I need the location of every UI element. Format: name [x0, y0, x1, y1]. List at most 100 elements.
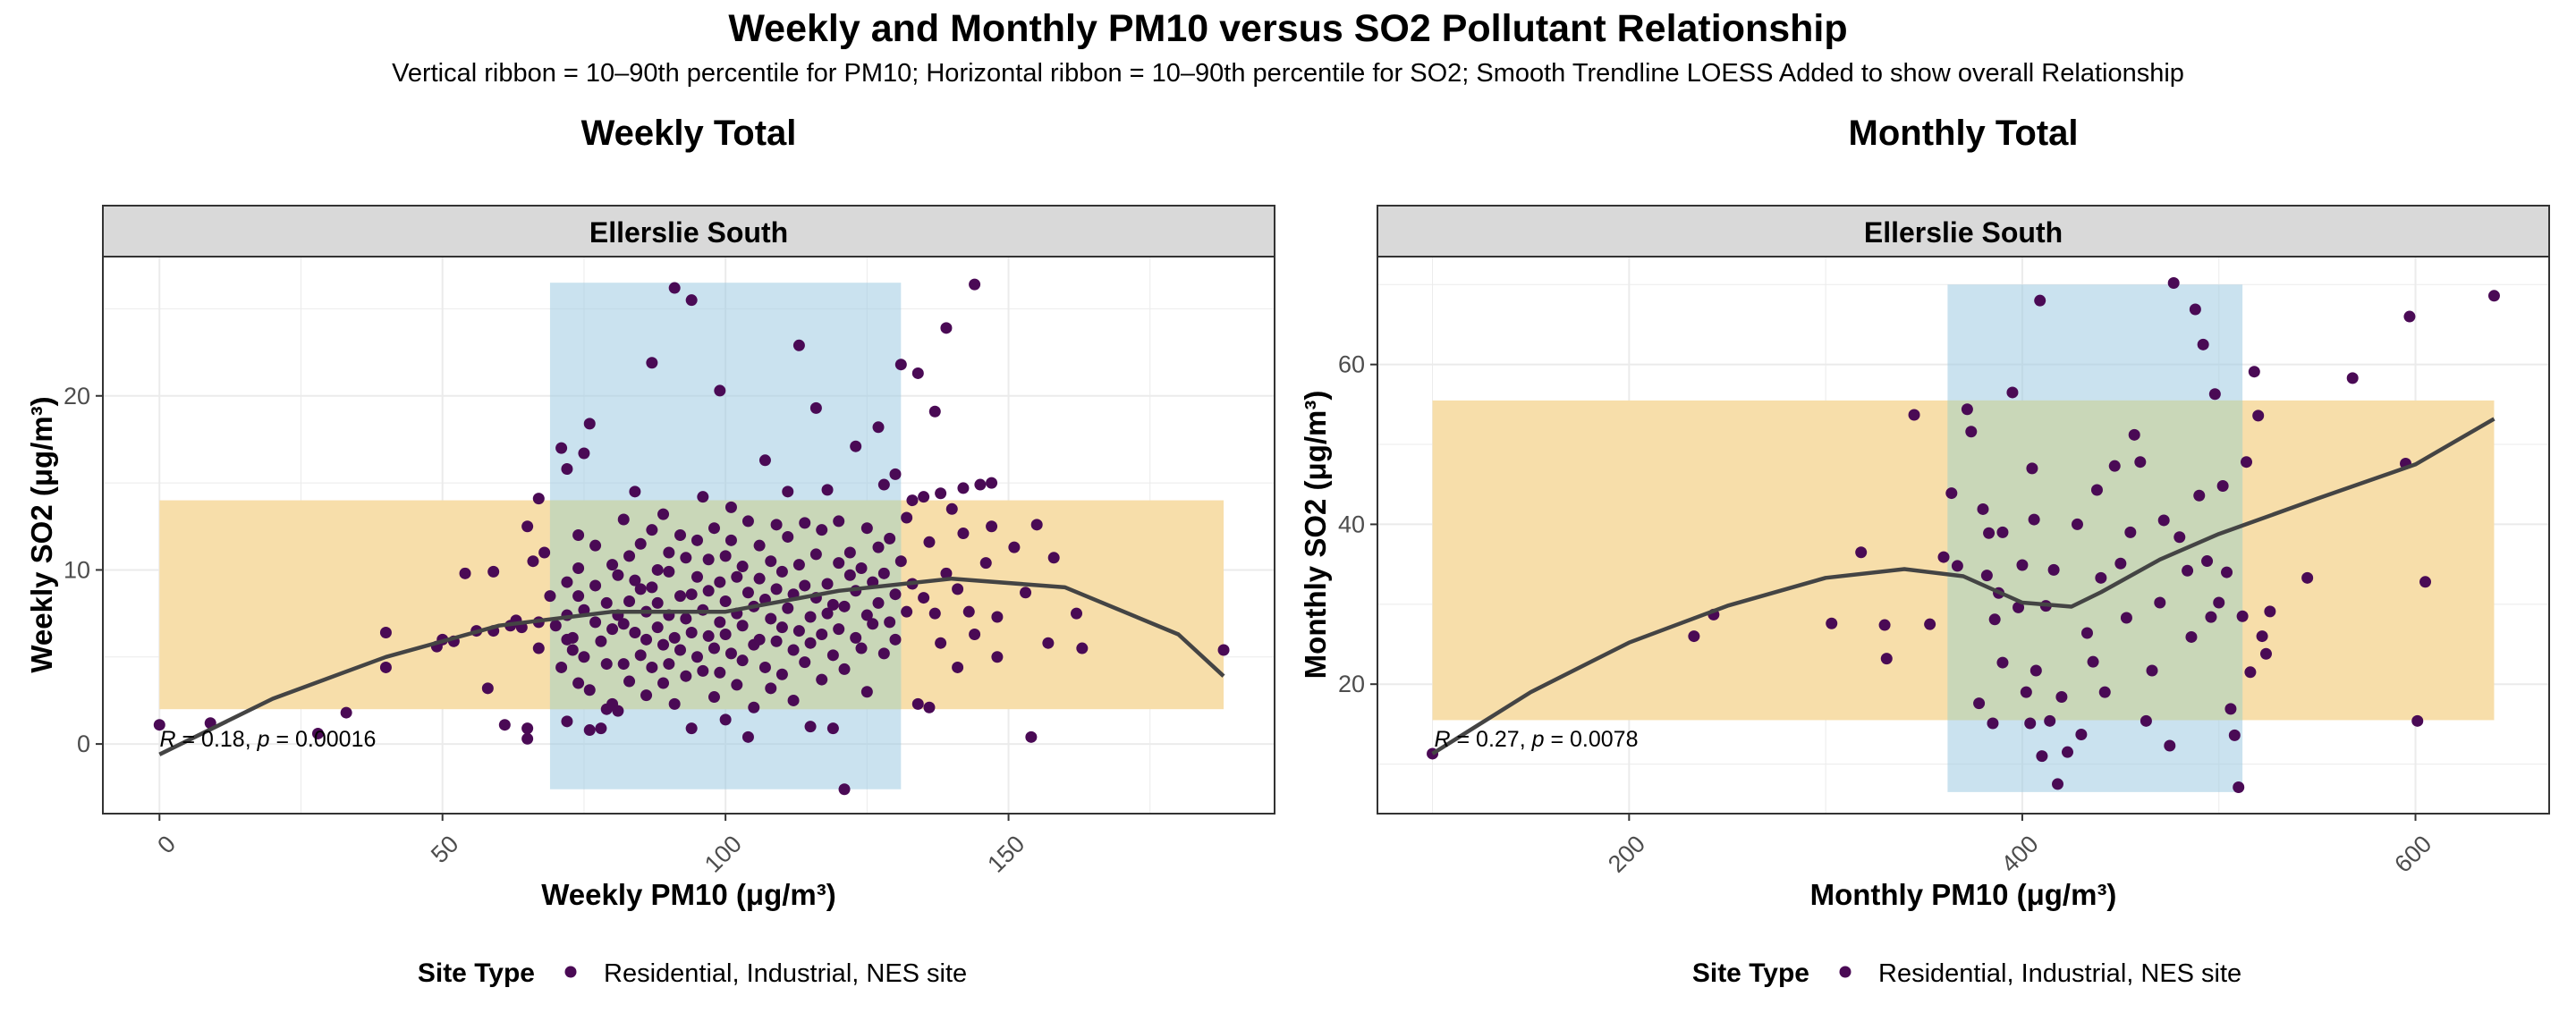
data-point	[816, 673, 828, 686]
data-point	[731, 570, 743, 583]
data-point	[612, 569, 624, 581]
legend-label-monthly: Residential, Industrial, NES site	[1878, 959, 2241, 988]
data-point	[2487, 290, 2500, 302]
data-point	[821, 484, 834, 496]
data-point	[940, 567, 953, 579]
data-point	[606, 559, 619, 571]
data-point	[629, 574, 641, 587]
data-point	[578, 447, 590, 460]
data-point	[2028, 513, 2040, 526]
data-point	[2044, 714, 2056, 727]
panel-border-monthly	[1377, 256, 2550, 815]
plot-area-weekly: R = 0.18, p = 0.00016 0 50 100 150 0 10 20	[64, 257, 1275, 878]
data-point	[792, 625, 805, 637]
data-point	[2098, 686, 2111, 698]
data-point	[714, 666, 726, 679]
data-point	[1020, 587, 1032, 599]
data-point	[855, 561, 868, 574]
data-point	[674, 590, 687, 603]
data-point	[860, 522, 873, 535]
data-point	[918, 592, 930, 604]
x-tick-label: 600	[2389, 831, 2436, 878]
data-point	[714, 384, 726, 397]
data-point	[1880, 653, 1893, 665]
data-point	[521, 520, 534, 533]
correlation-annotation: R = 0.27, p = 0.0078	[1435, 727, 1639, 752]
data-point	[2071, 518, 2083, 530]
data-point	[657, 677, 670, 689]
strip-box-monthly	[1377, 205, 2550, 258]
data-point	[884, 616, 896, 629]
data-point	[2403, 310, 2416, 323]
data-point	[719, 713, 732, 726]
data-point	[481, 682, 494, 695]
data-point	[2029, 664, 2042, 677]
data-point	[714, 576, 726, 588]
data-point	[1996, 526, 2009, 538]
data-point	[1988, 613, 2001, 626]
data-point	[2108, 460, 2121, 472]
data-point	[860, 609, 873, 621]
loess-trendline	[158, 576, 1225, 756]
data-point	[708, 642, 720, 654]
data-point	[589, 539, 602, 552]
x-tick-label: 400	[1996, 831, 2044, 878]
data-point	[901, 511, 913, 524]
data-point	[561, 576, 573, 588]
data-point	[668, 697, 681, 710]
data-point	[623, 675, 636, 688]
data-point	[2174, 531, 2186, 544]
data-point	[459, 567, 471, 579]
data-point	[680, 552, 692, 564]
data-point	[799, 656, 811, 669]
data-point	[2120, 612, 2132, 624]
data-point	[792, 339, 805, 351]
data-point	[640, 689, 653, 702]
data-point	[816, 628, 828, 640]
data-point	[935, 637, 947, 649]
data-point	[923, 701, 936, 713]
data-point	[952, 661, 964, 673]
data-point	[799, 579, 811, 592]
data-point	[918, 491, 930, 503]
data-point	[2164, 739, 2176, 752]
data-point	[775, 621, 788, 634]
data-point	[2095, 571, 2107, 584]
data-point	[153, 719, 165, 731]
data-point	[663, 546, 675, 559]
data-point	[668, 282, 681, 294]
data-point	[821, 578, 834, 590]
data-point	[612, 705, 624, 717]
data-point	[2006, 386, 2019, 399]
data-point	[741, 515, 754, 528]
data-point	[2124, 526, 2137, 538]
data-point	[702, 553, 715, 566]
data-point	[843, 569, 856, 581]
data-point	[2244, 666, 2257, 679]
data-point	[787, 644, 800, 656]
plot-area-monthly: R = 0.27, p = 0.0078 200 400 600 20 40 60	[1338, 257, 2549, 878]
data-point	[2047, 563, 2060, 576]
data-point	[2052, 778, 2064, 790]
data-point	[2193, 489, 2206, 502]
data-point	[731, 679, 743, 691]
data-point	[685, 294, 698, 307]
data-point	[2034, 294, 2046, 307]
data-point	[2301, 571, 2314, 584]
data-point	[521, 732, 534, 745]
data-point	[753, 572, 766, 585]
data-point	[969, 278, 981, 291]
data-point	[782, 530, 794, 543]
data-point	[2346, 372, 2359, 384]
data-point	[770, 519, 783, 531]
data-point	[714, 616, 726, 629]
data-point	[668, 631, 681, 644]
data-point	[2020, 686, 2032, 698]
data-point	[680, 670, 692, 682]
data-point	[894, 555, 907, 568]
data-point	[2167, 276, 2180, 289]
data-point	[809, 548, 822, 561]
data-point	[758, 454, 771, 467]
data-point	[2208, 388, 2221, 401]
